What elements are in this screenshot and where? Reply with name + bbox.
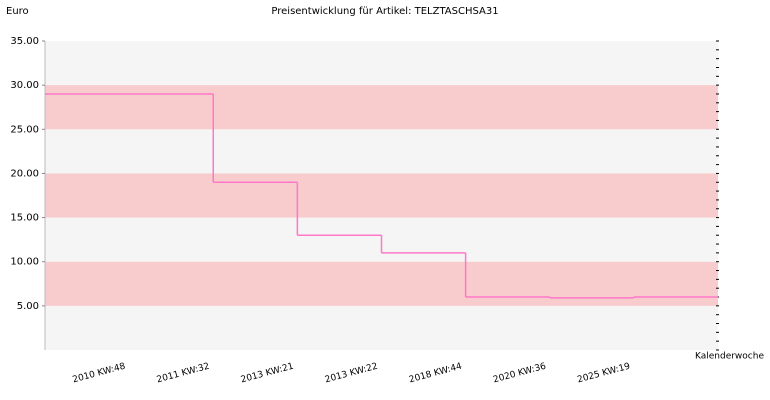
y-tick-label: 30.00 (10, 80, 39, 91)
y-tick-label: 25.00 (10, 124, 39, 135)
x-tick-label: 2011 KW:32 (156, 362, 211, 386)
y-tick-label: 15.00 (10, 213, 39, 224)
x-tick-label: 2018 KW:44 (408, 362, 463, 386)
grid-band (45, 261, 718, 306)
y-tick-label: 5.00 (17, 301, 39, 312)
y-tick-label: 20.00 (10, 168, 39, 179)
grid-band (45, 173, 718, 218)
x-tick-label: 2020 KW:36 (492, 362, 547, 386)
x-tick-label: 2013 KW:21 (240, 362, 295, 386)
chart-title: Preisentwicklung für Artikel: TELZTASCHS… (271, 6, 498, 17)
y-axis-label: Euro (6, 6, 29, 17)
x-axis-label: Kalenderwoche (695, 352, 764, 362)
x-tick-label: 2013 KW:22 (324, 362, 379, 386)
y-tick-label: 35.00 (10, 36, 39, 47)
x-tick-label: 2010 KW:48 (72, 362, 127, 386)
grid-band (45, 85, 718, 130)
y-tick-label: 10.00 (10, 257, 39, 268)
x-tick-label: 2025 KW:19 (576, 362, 631, 386)
